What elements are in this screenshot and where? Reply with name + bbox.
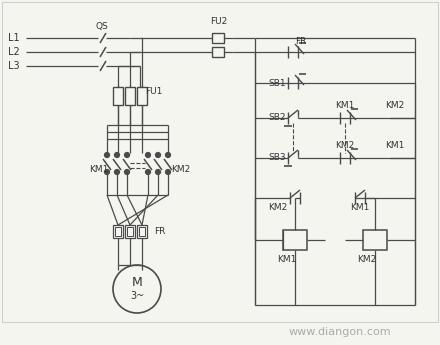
Bar — [139, 227, 145, 236]
Circle shape — [155, 152, 161, 158]
Text: L3: L3 — [8, 61, 20, 71]
Text: M: M — [132, 276, 143, 289]
Text: QS: QS — [96, 21, 109, 30]
Text: KM2: KM2 — [385, 101, 404, 110]
Circle shape — [146, 152, 150, 158]
Bar — [127, 227, 133, 236]
Circle shape — [105, 152, 110, 158]
Bar — [137, 225, 147, 238]
Text: L2: L2 — [8, 47, 20, 57]
Circle shape — [105, 169, 110, 175]
Bar — [125, 87, 135, 105]
Text: SB1: SB1 — [268, 79, 286, 88]
Bar — [212, 33, 224, 43]
Text: SB2: SB2 — [268, 114, 286, 122]
Circle shape — [155, 169, 161, 175]
Bar — [212, 47, 224, 57]
Bar — [125, 225, 135, 238]
Bar — [137, 87, 147, 105]
Text: KM2: KM2 — [335, 141, 354, 150]
Text: FU2: FU2 — [210, 18, 227, 27]
Circle shape — [165, 169, 170, 175]
Text: FR: FR — [154, 227, 165, 236]
Text: KM1: KM1 — [335, 101, 354, 110]
Text: KM1: KM1 — [277, 256, 297, 265]
Text: KM2: KM2 — [171, 166, 190, 175]
Text: FU1: FU1 — [145, 88, 162, 97]
Bar — [115, 227, 121, 236]
Circle shape — [114, 169, 120, 175]
Bar — [113, 87, 123, 105]
Text: KM1: KM1 — [385, 141, 404, 150]
Text: SB3: SB3 — [268, 154, 286, 162]
Bar — [363, 230, 387, 250]
Text: 3~: 3~ — [130, 291, 144, 301]
Bar — [283, 230, 307, 250]
Circle shape — [165, 152, 170, 158]
Text: www.diangon.com: www.diangon.com — [289, 327, 391, 337]
Text: KM1: KM1 — [350, 204, 369, 213]
Text: KM2: KM2 — [268, 204, 287, 213]
Circle shape — [114, 152, 120, 158]
Text: L1: L1 — [8, 33, 20, 43]
Circle shape — [146, 169, 150, 175]
Circle shape — [125, 152, 129, 158]
Text: FR: FR — [295, 38, 306, 47]
Text: KM2: KM2 — [357, 256, 377, 265]
Bar — [113, 225, 123, 238]
Text: KM1: KM1 — [89, 166, 108, 175]
Circle shape — [125, 169, 129, 175]
